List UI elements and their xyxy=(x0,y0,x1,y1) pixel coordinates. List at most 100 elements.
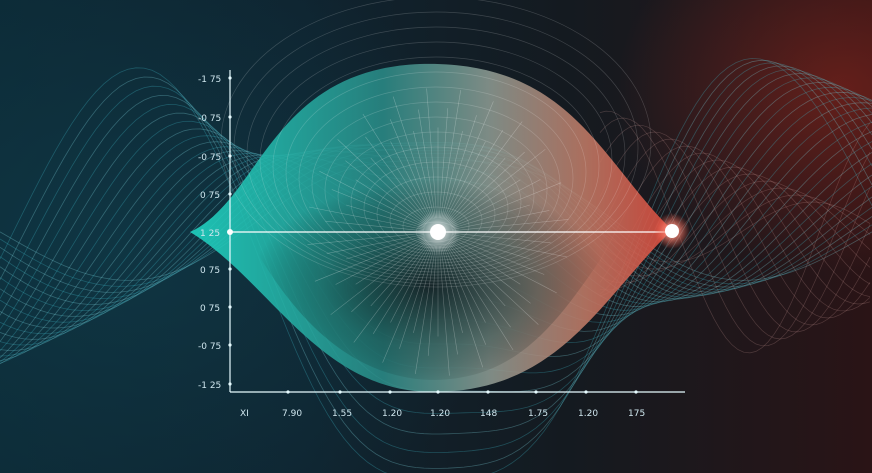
wave-line xyxy=(0,65,872,435)
wave-line xyxy=(0,69,872,414)
x-tick-label: 1.20 xyxy=(382,409,402,419)
dome-grid-line xyxy=(272,56,600,276)
center-ray xyxy=(451,236,545,275)
center-ray xyxy=(355,238,427,285)
y-tick-mark xyxy=(228,154,232,158)
y-tick-label: -1 75 xyxy=(198,75,221,85)
dome-grid-line xyxy=(363,161,509,255)
wave-line xyxy=(599,138,871,326)
center-ray xyxy=(390,141,432,221)
center-ray xyxy=(346,235,425,260)
x-axis-ticks: XI 7.90 1.55 1.20 1.20 148 1.75 1.20 175 xyxy=(240,409,645,419)
dome-grid-line xyxy=(246,26,626,282)
y-tick-label: 0 75 xyxy=(200,304,220,314)
x-tick-label: 1.20 xyxy=(430,409,450,419)
x-tick-mark xyxy=(436,390,440,394)
dome-grid-line xyxy=(324,116,548,264)
center-ray xyxy=(337,139,428,224)
center-ray xyxy=(331,189,425,228)
center-ray xyxy=(399,245,434,349)
center-ray xyxy=(451,219,569,232)
x-tick-label: 1.55 xyxy=(332,409,352,419)
center-ray xyxy=(426,88,438,219)
x-tick-mark xyxy=(534,390,538,394)
x-tick-label: 1.75 xyxy=(528,409,548,419)
dome-grid-line xyxy=(298,86,574,270)
center-ray xyxy=(445,243,514,351)
center-ray xyxy=(451,204,530,229)
x-tick-label: 1.20 xyxy=(578,409,598,419)
center-ray xyxy=(443,244,487,345)
x-tick-mark xyxy=(388,390,392,394)
center-ray xyxy=(362,113,431,221)
center-ray xyxy=(308,206,425,230)
wave-line xyxy=(599,131,871,333)
center-ray xyxy=(444,141,486,221)
center-ray xyxy=(370,241,429,307)
center-ray xyxy=(314,236,425,282)
y-tick-label: -0 75 xyxy=(198,153,221,163)
center-ray xyxy=(446,242,511,328)
center-ray xyxy=(351,240,428,313)
y-tick-label: -0 75 xyxy=(198,342,221,352)
center-ray xyxy=(438,108,449,219)
center-ray xyxy=(451,232,551,244)
y-tick-label: -0 75 xyxy=(198,114,221,124)
dome-grid-line xyxy=(285,71,587,273)
center-ray xyxy=(326,234,425,254)
x-tick-label: XI xyxy=(240,409,249,419)
center-ray xyxy=(355,179,427,226)
y-tick-mark xyxy=(228,382,232,386)
wave-line xyxy=(599,173,871,291)
center-ray xyxy=(345,160,427,225)
wave-line xyxy=(599,124,871,340)
dome-grid-line xyxy=(337,131,535,261)
center-ray xyxy=(346,204,425,229)
center-ray xyxy=(447,241,506,307)
center-ray xyxy=(307,232,425,245)
center-ray xyxy=(325,220,425,232)
y-tick-label: 0 75 xyxy=(200,266,220,276)
center-glow-point xyxy=(416,210,460,254)
wave-line xyxy=(0,57,872,473)
right-glow-point xyxy=(654,213,690,249)
x-tick-mark xyxy=(486,390,490,394)
wave-line xyxy=(599,117,871,347)
y-tick-mark xyxy=(228,115,232,119)
center-ray xyxy=(449,239,531,304)
center-ray xyxy=(440,245,458,355)
wave-line xyxy=(599,194,871,270)
center-ray xyxy=(413,245,435,333)
center-ray xyxy=(372,243,431,334)
wave-line xyxy=(0,59,872,469)
y-tick-mark xyxy=(228,192,232,196)
center-ray xyxy=(451,182,562,228)
center-ray xyxy=(448,240,539,325)
center-ray xyxy=(451,235,530,260)
center-ray xyxy=(449,149,546,225)
wave-line xyxy=(599,180,871,284)
wave-line xyxy=(599,187,871,277)
center-ray xyxy=(418,109,436,219)
center-ray xyxy=(446,121,523,222)
center-ray xyxy=(365,136,430,222)
center-ray xyxy=(441,131,463,219)
x-tick-mark xyxy=(286,390,290,394)
center-ray xyxy=(319,170,426,227)
center-ray xyxy=(449,238,521,285)
center-ray xyxy=(415,245,436,374)
center-ray xyxy=(330,239,427,315)
y-tick-label: 0 75 xyxy=(200,191,220,201)
center-ray xyxy=(449,179,521,226)
center-ray xyxy=(392,96,434,219)
y-tick-mark xyxy=(228,267,232,271)
x-tick-mark xyxy=(584,390,588,394)
center-ray xyxy=(444,243,486,323)
y-tick-mark xyxy=(228,343,232,347)
center-ray xyxy=(447,157,506,223)
x-tick-label: 148 xyxy=(480,409,497,419)
x-tick-label: 175 xyxy=(628,409,645,419)
y-axis-ticks: -1 75 -0 75 -0 75 0 75 1 25 0 75 0 75 -0… xyxy=(198,75,221,391)
